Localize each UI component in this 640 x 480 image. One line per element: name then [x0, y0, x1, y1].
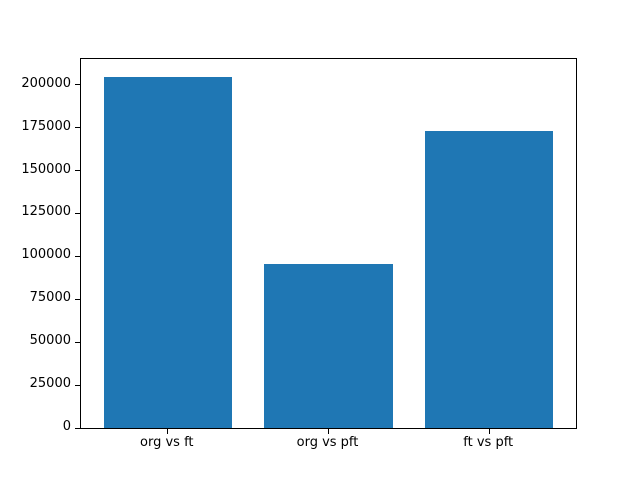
y-tick-label: 150000 — [21, 161, 71, 177]
x-tick-mark — [167, 429, 169, 434]
y-tick-mark — [75, 298, 80, 300]
plot-area — [75, 58, 577, 434]
y-tick-mark — [75, 84, 80, 86]
y-tick-mark — [75, 341, 80, 343]
x-tick-mark — [328, 429, 329, 434]
x-tick-label: org vs ft — [140, 435, 194, 450]
bar-ft-vs-pft — [424, 131, 554, 428]
y-tick-mark — [75, 384, 80, 386]
y-tick-mark — [75, 212, 80, 214]
y-tick-mark — [75, 127, 80, 129]
y-tick-label: 0 — [62, 419, 71, 434]
y-tick-mark — [75, 255, 80, 257]
y-tick-label: 100000 — [21, 247, 71, 263]
y-tick-mark — [75, 427, 80, 429]
x-tick-label: org vs pft — [296, 435, 359, 450]
y-tick-mark — [75, 170, 80, 172]
y-tick-label: 200000 — [21, 75, 71, 91]
y-tick-label: 175000 — [21, 118, 71, 134]
y-tick-label: 125000 — [21, 204, 71, 220]
bar-org-vs-pft — [264, 264, 393, 428]
y-tick-label: 25000 — [29, 376, 71, 392]
bar-org-vs-ft — [103, 77, 233, 428]
y-tick-label: 75000 — [29, 290, 71, 306]
x-tick-label: ft vs pft — [463, 435, 514, 450]
y-tick-label: 50000 — [29, 333, 71, 349]
x-tick-mark — [488, 429, 490, 434]
